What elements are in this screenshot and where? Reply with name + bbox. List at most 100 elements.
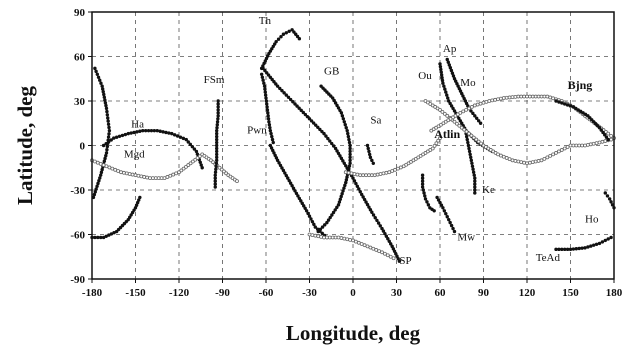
data-point <box>565 247 570 252</box>
data-point <box>109 138 113 142</box>
data-point <box>343 123 347 127</box>
data-point <box>464 108 469 112</box>
data-point <box>310 219 315 224</box>
data-point <box>145 175 150 180</box>
data-point <box>423 194 427 198</box>
data-point <box>103 101 108 105</box>
data-point <box>597 126 602 130</box>
data-point <box>280 88 284 93</box>
data-point <box>152 128 157 133</box>
data-point <box>349 171 354 176</box>
data-point <box>213 182 217 186</box>
data-point <box>266 114 270 118</box>
data-point <box>269 131 273 136</box>
data-point <box>346 131 350 136</box>
x-tick-label: -30 <box>302 287 317 299</box>
data-point <box>266 111 270 115</box>
data-series <box>420 173 436 213</box>
data-point <box>286 176 290 180</box>
data-point <box>262 81 266 85</box>
data-point <box>533 159 538 164</box>
data-point <box>93 235 97 240</box>
data-point <box>335 103 339 108</box>
data-point <box>436 198 441 202</box>
data-point <box>451 226 455 231</box>
data-point <box>336 235 341 240</box>
data-point <box>277 161 281 165</box>
data-point <box>135 200 140 205</box>
data-point <box>98 78 102 82</box>
data-point <box>423 197 428 201</box>
data-point <box>580 246 584 250</box>
data-point <box>170 131 174 136</box>
data-point <box>565 103 570 107</box>
data-point <box>215 152 219 157</box>
data-point <box>345 237 350 242</box>
data-point <box>280 166 284 170</box>
data-series <box>91 66 112 200</box>
data-point <box>303 206 307 210</box>
data-point <box>381 229 386 233</box>
data-point <box>161 130 165 134</box>
data-point <box>341 189 345 193</box>
data-point <box>335 205 339 210</box>
data-point <box>471 135 476 140</box>
data-point <box>459 125 464 130</box>
data-point <box>347 137 351 142</box>
data-point <box>342 236 347 241</box>
data-point <box>450 71 455 75</box>
data-point <box>473 176 477 180</box>
data-point <box>284 173 288 178</box>
data-point <box>464 129 469 134</box>
data-point <box>287 178 291 183</box>
data-point <box>135 130 139 134</box>
data-point <box>493 97 498 102</box>
data-point <box>591 141 596 146</box>
data-point <box>307 117 312 121</box>
data-point <box>565 145 570 149</box>
data-point <box>107 233 111 237</box>
data-point <box>358 190 362 194</box>
data-point <box>467 149 472 154</box>
data-point <box>101 143 106 148</box>
data-point <box>439 67 443 72</box>
data-point <box>99 173 103 177</box>
data-point <box>122 170 126 175</box>
data-point <box>342 186 346 190</box>
data-point <box>270 134 274 139</box>
station-label: Ou <box>418 70 432 82</box>
station-label: FSm <box>204 74 225 86</box>
data-point <box>101 235 106 240</box>
data-point <box>264 96 268 100</box>
data-series <box>259 28 302 71</box>
data-point <box>467 146 471 151</box>
data-point <box>195 152 200 156</box>
data-point <box>498 96 503 101</box>
data-point <box>331 96 335 100</box>
data-point <box>139 174 144 179</box>
data-point <box>104 153 108 158</box>
data-point <box>609 235 613 240</box>
data-point <box>448 101 452 106</box>
data-point <box>560 101 564 105</box>
data-point <box>583 143 587 148</box>
data-point <box>333 146 338 151</box>
data-point <box>348 149 352 154</box>
data-point <box>367 152 372 157</box>
data-point <box>338 108 342 113</box>
data-point <box>341 159 345 163</box>
data-point <box>447 217 451 222</box>
data-point <box>467 131 471 136</box>
data-point <box>440 109 445 114</box>
data-point <box>293 102 297 106</box>
data-point <box>213 176 217 180</box>
data-point <box>583 246 587 250</box>
data-point <box>262 84 267 88</box>
data-point <box>592 243 596 247</box>
data-point <box>476 119 481 123</box>
data-point <box>215 120 220 124</box>
data-point <box>319 234 324 239</box>
data-point <box>365 143 370 148</box>
data-point <box>106 135 111 139</box>
data-point <box>133 206 138 210</box>
